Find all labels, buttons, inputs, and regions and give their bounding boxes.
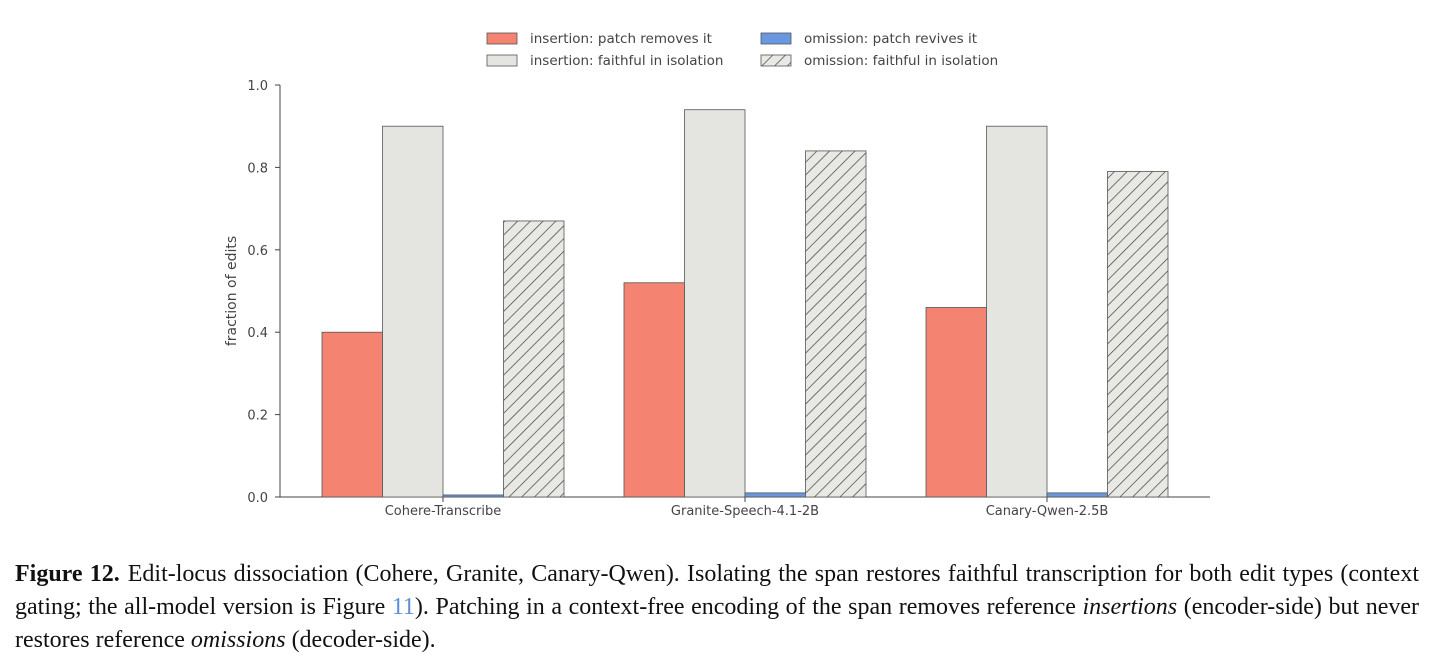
bar: [925, 307, 987, 498]
y-tick-label: 1.0: [247, 79, 268, 94]
bar: [442, 494, 504, 498]
figure-label: Figure 12.: [15, 561, 120, 587]
y-tick-label: 0.4: [247, 326, 268, 341]
legend-label: insertion: faithful in isolation: [530, 53, 723, 69]
x-tick-label: Cohere-Transcribe: [385, 504, 502, 519]
y-tick-label: 0.8: [247, 161, 268, 176]
bar: [805, 150, 867, 498]
x-tick-label: Canary-Qwen-2.5B: [986, 504, 1109, 519]
bar: [986, 125, 1048, 498]
legend-label: omission: patch revives it: [804, 31, 977, 47]
caption-text-2: ). Patching in a context-free encoding o…: [414, 594, 1083, 620]
caption-emphasis-insertions: insertions: [1082, 594, 1178, 620]
y-tick-label: 0.2: [247, 409, 268, 424]
axes: 0.0 0.2 0.4 0.6 0.8 1.0 Cohere-Transcribe Grani…: [247, 79, 1210, 519]
bar: [382, 125, 444, 498]
caption-text-1: Edit-locus dissociation (Cohere, Granite…: [15, 561, 1420, 620]
legend-swatch: [486, 32, 518, 45]
bar: [684, 109, 746, 498]
bar: [1107, 171, 1169, 498]
legend-label: insertion: patch removes it: [530, 31, 712, 47]
caption-text-3: (encoder-side) but never restores refere…: [15, 594, 1419, 653]
figure-caption: Figure 12. Edit-locus dissociation (Coher…: [15, 558, 1419, 657]
legend-swatch: [486, 54, 518, 67]
bar: [623, 282, 685, 498]
bar: [503, 220, 565, 498]
bar-chart: insertion: patch removes it insertion: fa…: [224, 31, 1210, 519]
y-tick-label: 0.6: [247, 244, 268, 259]
y-axis-label: fraction of edits: [224, 236, 240, 346]
bar: [321, 331, 383, 498]
bar: [1046, 492, 1108, 498]
figure-link[interactable]: 11: [391, 594, 415, 620]
x-tick-label: Granite-Speech-4.1-2B: [671, 504, 819, 519]
y-tick-label: 0.0: [247, 491, 268, 506]
legend: insertion: patch removes it insertion: fa…: [486, 31, 998, 69]
caption-emphasis-omissions: omissions: [190, 627, 286, 653]
caption-text-4: (decoder-side).: [285, 627, 436, 653]
bar: [744, 492, 806, 498]
legend-swatch: [760, 32, 792, 45]
legend-label: omission: faithful in isolation: [804, 53, 998, 69]
legend-swatch: [760, 54, 792, 67]
bars: [321, 109, 1169, 498]
